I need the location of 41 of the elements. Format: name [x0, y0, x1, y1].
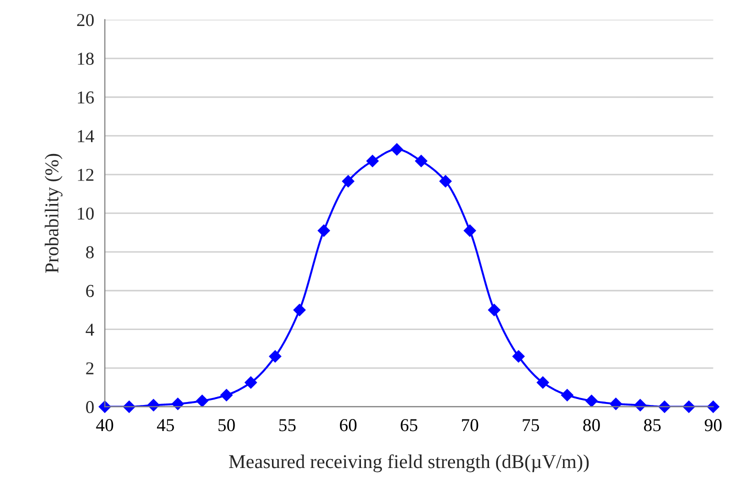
point — [220, 389, 233, 402]
x-tick-label: 50 — [218, 419, 235, 432]
x-tick-label: 65 — [400, 419, 418, 432]
point — [512, 350, 525, 363]
point — [244, 376, 257, 389]
point — [366, 154, 379, 168]
x-tick-label: 40 — [96, 419, 114, 432]
point — [561, 389, 574, 402]
point — [342, 175, 354, 188]
y-tick-label: 16 — [78, 91, 94, 104]
point — [415, 154, 428, 168]
x-tick-label: 90 — [704, 419, 722, 432]
point — [536, 376, 549, 389]
y-tick-label: 10 — [78, 207, 94, 220]
x-tick-label: 60 — [340, 419, 357, 432]
y-tick-label: 14 — [78, 130, 94, 142]
point — [196, 394, 208, 408]
x-tick-label: 85 — [644, 419, 661, 432]
x-tick-label: 75 — [522, 419, 540, 432]
x-tick-label: 70 — [462, 419, 478, 432]
point — [293, 304, 306, 316]
x-tick-label: 80 — [583, 419, 600, 432]
point — [269, 350, 282, 363]
y-tick-label: 0 — [86, 400, 94, 414]
x-tick-label: 45 — [156, 419, 174, 432]
y-tick-label: 4 — [86, 324, 94, 336]
point — [464, 224, 476, 237]
point — [318, 224, 330, 237]
y-tick-label: 6 — [86, 284, 94, 298]
x-axis-title: Measured receiving field strength (dB(µV/m)) — [229, 454, 589, 472]
y-axis-title: Probability (%) — [44, 154, 62, 273]
y-tick-label: 18 — [78, 52, 94, 65]
point — [439, 175, 452, 188]
y-tick-label: 2 — [86, 362, 94, 374]
y-tick-label: 8 — [86, 246, 94, 258]
point — [585, 394, 598, 408]
point — [390, 143, 403, 156]
x-tick-label: 55 — [279, 419, 296, 432]
y-tick-label: 12 — [78, 168, 94, 181]
y-tick-label: 20 — [77, 14, 94, 26]
point — [488, 304, 500, 316]
